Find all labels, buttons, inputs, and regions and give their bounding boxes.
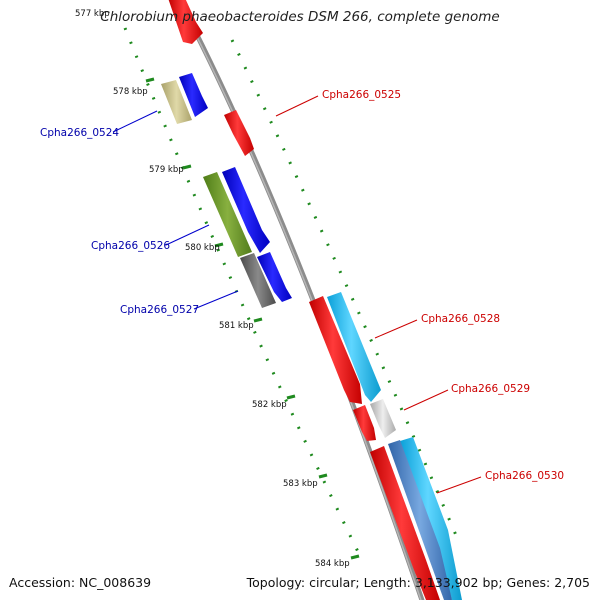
gene-label-0530[interactable]: Cpha266_0530	[485, 470, 564, 482]
gene-arrow-0530[interactable]	[370, 446, 440, 600]
kbp-label-580: 580 kbp	[185, 243, 220, 253]
cog-bar-0527[interactable]	[240, 253, 276, 308]
kbp-label-579: 579 kbp	[149, 165, 184, 175]
gene-features	[161, 0, 462, 600]
label-leader-lines	[112, 95, 482, 494]
cog-bar-0526[interactable]	[203, 172, 252, 257]
map-title: Chlorobium phaeobacteroides DSM 266, com…	[100, 9, 500, 25]
kbp-label-583: 583 kbp	[283, 479, 318, 489]
cog-bar-0529[interactable]	[370, 399, 396, 438]
kbp-label-582: 582 kbp	[252, 400, 287, 410]
accession-text: Accession: NC_008639	[9, 575, 152, 590]
gene-label-0525[interactable]: Cpha266_0525	[322, 89, 401, 101]
gene-name-labels: Cpha266_0524 Cpha266_0525 Cpha266_0526 C…	[40, 89, 564, 482]
gene-arrow-0528[interactable]	[309, 296, 362, 404]
gene-arrow-0524[interactable]	[179, 73, 208, 117]
gene-label-0528[interactable]: Cpha266_0528	[421, 313, 500, 325]
kbp-label-581: 581 kbp	[219, 321, 254, 331]
cog-bar-0528[interactable]	[327, 292, 381, 402]
gene-label-0527[interactable]: Cpha266_0527	[120, 304, 199, 316]
gene-label-0526[interactable]: Cpha266_0526	[91, 240, 170, 252]
kbp-label-578: 578 kbp	[113, 87, 148, 97]
gene-label-0524[interactable]: Cpha266_0524	[40, 127, 119, 139]
inner-tick-track	[123, 27, 364, 561]
cog-bar-0530-cyan[interactable]	[400, 437, 462, 600]
cog-bar-0524[interactable]	[161, 80, 192, 124]
topology-text: Topology: circular; Length: 3,133,902 bp…	[246, 575, 590, 590]
genome-backbone	[176, 0, 426, 604]
kbp-label-577: 577 kbp	[75, 9, 110, 19]
kbp-label-584: 584 kbp	[315, 559, 350, 569]
gene-arrow-top-partial[interactable]	[168, 0, 203, 44]
gene-arrow-0527[interactable]	[257, 252, 292, 302]
kbp-major-ticks	[145, 77, 360, 560]
gene-arrow-0526[interactable]	[222, 167, 270, 253]
outer-tick-track	[230, 39, 460, 541]
genome-backbone-highlight	[177, 0, 424, 604]
kbp-tick-labels: 577 kbp 578 kbp 579 kbp 580 kbp 581 kbp …	[75, 9, 350, 569]
gene-label-0529[interactable]: Cpha266_0529	[451, 383, 530, 395]
gene-arrow-0529[interactable]	[353, 405, 376, 441]
cog-bar-0530-steel[interactable]	[388, 440, 452, 600]
gene-arrow-0525[interactable]	[224, 110, 254, 156]
